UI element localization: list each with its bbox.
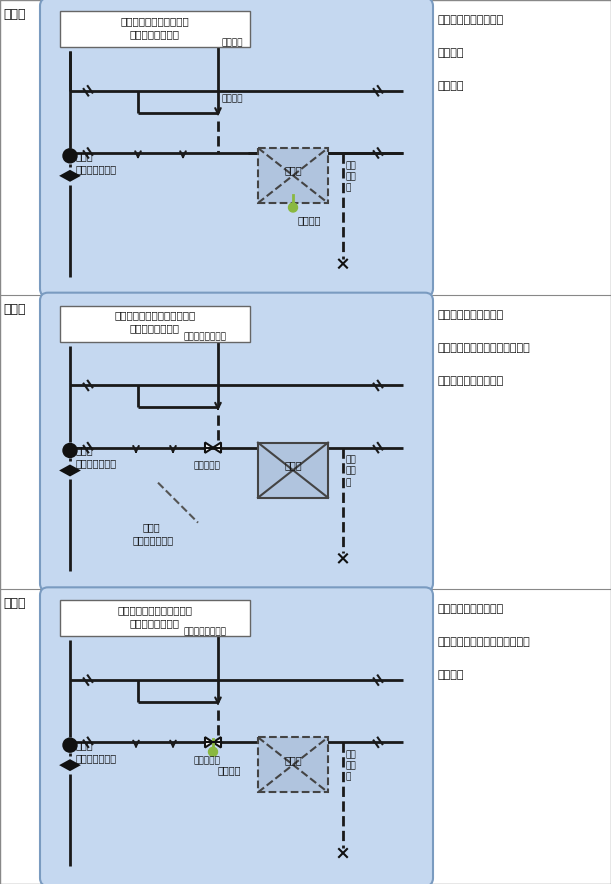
- FancyBboxPatch shape: [40, 0, 433, 297]
- Text: 泡ヘッド: 泡ヘッド: [298, 215, 321, 225]
- Text: 泡ヘッド: 泡ヘッド: [438, 670, 464, 681]
- Text: 平面式泡消火設備: 平面式泡消火設備: [130, 324, 180, 333]
- Text: 泡水溶液ヘッド: 泡水溶液ヘッド: [76, 164, 117, 174]
- Text: 泡ヘッド: 泡ヘッド: [438, 81, 464, 91]
- Circle shape: [288, 203, 298, 212]
- Bar: [258, 148, 328, 203]
- Text: 第７号: 第７号: [3, 598, 26, 610]
- Polygon shape: [62, 466, 78, 475]
- Text: 泡水溶液ヘッド: 泡水溶液ヘッド: [76, 753, 117, 763]
- Polygon shape: [205, 737, 213, 748]
- Text: 感知継手泡ヘッド併用型: 感知継手泡ヘッド併用型: [120, 16, 189, 26]
- Text: 第６号: 第６号: [3, 302, 26, 316]
- Text: 一斍開放弁開放ヘッド併用型: 一斍開放弁開放ヘッド併用型: [114, 310, 196, 321]
- Text: ダクト: ダクト: [284, 461, 302, 470]
- Text: 閉鎖型: 閉鎖型: [76, 151, 93, 161]
- Bar: [258, 737, 328, 792]
- Text: 第５号: 第５号: [3, 8, 26, 21]
- Text: 末端
試験
弁: 末端 試験 弁: [346, 751, 357, 781]
- Text: 一斍開放弁・火災感知ヘッド等: 一斍開放弁・火災感知ヘッド等: [438, 343, 531, 353]
- Text: 一斍開放弁・火災感知ヘッド等: 一斍開放弁・火災感知ヘッド等: [438, 637, 531, 647]
- Bar: [60, 600, 250, 636]
- Circle shape: [63, 738, 77, 752]
- Text: 火災感知ヘッド等: 火災感知ヘッド等: [183, 628, 226, 636]
- Text: 泡水溶液ヘッド: 泡水溶液ヘッド: [133, 536, 174, 545]
- Bar: [258, 443, 328, 498]
- Text: 末端
試験
弁: 末端 試験 弁: [346, 455, 357, 487]
- Circle shape: [208, 747, 218, 757]
- Text: ダクト: ダクト: [284, 165, 302, 176]
- Polygon shape: [213, 443, 221, 453]
- Text: 末端
試験
弁: 末端 試験 弁: [346, 161, 357, 192]
- Text: 泡水溶液ヘッド: 泡水溶液ヘッド: [76, 459, 117, 469]
- Text: 平面式泡消火設備: 平面式泡消火設備: [130, 29, 180, 39]
- Text: 閉鎖型: 閉鎖型: [76, 740, 93, 751]
- Text: 閉鎖型泡水溶液ヘッド: 閉鎖型泡水溶液ヘッド: [438, 15, 504, 25]
- Text: ダクト: ダクト: [284, 755, 302, 765]
- Text: 閉鎖型泡水溶液ヘッド: 閉鎖型泡水溶液ヘッド: [438, 309, 504, 320]
- Text: 開放型泡水溶液ヘッド: 開放型泡水溶液ヘッド: [438, 376, 504, 385]
- Bar: [60, 306, 250, 342]
- Text: 感知継手: 感知継手: [438, 48, 464, 58]
- Polygon shape: [205, 443, 213, 453]
- Text: 泡ヘッド: 泡ヘッド: [218, 766, 241, 775]
- Text: 一斍開放弁泡ヘッド併用型: 一斍開放弁泡ヘッド併用型: [117, 606, 192, 615]
- Text: 一斍開放弁: 一斍開放弁: [193, 757, 220, 766]
- Text: 感知継手: 感知継手: [222, 95, 244, 103]
- FancyBboxPatch shape: [40, 587, 433, 884]
- Text: 開放型: 開放型: [143, 522, 161, 533]
- Polygon shape: [213, 737, 221, 748]
- Text: 平面式泡消火設備: 平面式泡消火設備: [130, 618, 180, 629]
- Polygon shape: [62, 761, 78, 770]
- Bar: [60, 11, 250, 47]
- Circle shape: [63, 149, 77, 163]
- Text: 一斍開放弁: 一斍開放弁: [193, 461, 220, 470]
- FancyBboxPatch shape: [40, 293, 433, 591]
- Text: 閉鎖型泡水溶液ヘッド: 閉鎖型泡水溶液ヘッド: [438, 605, 504, 614]
- Text: 感知継手: 感知継手: [222, 38, 244, 47]
- Text: 閉鎖型: 閉鎖型: [76, 446, 93, 455]
- Circle shape: [63, 444, 77, 458]
- Polygon shape: [62, 171, 78, 180]
- Text: 火災感知ヘッド等: 火災感知ヘッド等: [183, 332, 226, 342]
